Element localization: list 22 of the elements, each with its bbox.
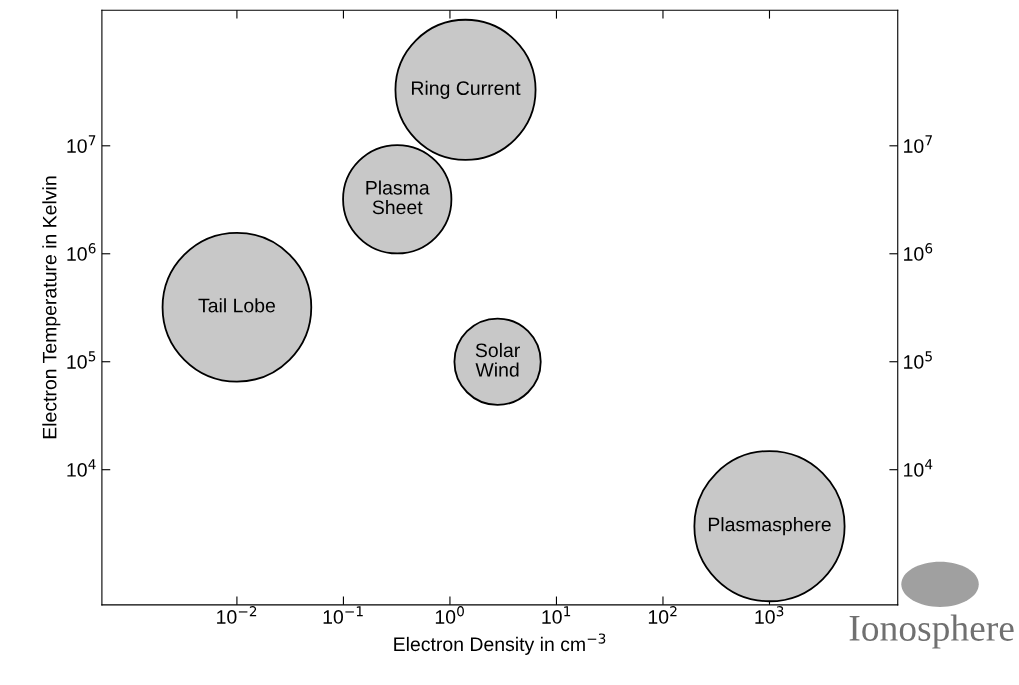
text: 10$^{7}$ bbox=[904, 135, 932, 153]
annotation: Ring Current bbox=[411, 80, 521, 99]
x-tick-label: 10$^{−2}$ bbox=[217, 606, 257, 624]
x-tick-label: 10$^{1}$ bbox=[542, 606, 571, 624]
x-tick-label: 10$^{−1}$ bbox=[323, 606, 363, 624]
annotation: Solar Wind bbox=[475, 342, 520, 377]
y-tick-label: 10$^{5}$ bbox=[67, 351, 96, 369]
annotation: Plasmasphere bbox=[708, 517, 831, 536]
text: 10$^{4}$ bbox=[904, 459, 933, 477]
x-axis-title: Electron Density in cm$^{−3}$ bbox=[394, 633, 606, 655]
annotation: Plasma Sheet bbox=[366, 180, 430, 215]
y-axis-title: Electron Temperature in Kelvin bbox=[42, 176, 61, 439]
y-tick-label: 10$^{4}$ bbox=[67, 459, 96, 477]
x-tick-label: 10$^{2}$ bbox=[648, 606, 677, 624]
y-tick-label: 10$^{7}$ bbox=[67, 135, 96, 153]
x-tick-label: 10$^{3}$ bbox=[755, 606, 784, 624]
x-tick-label: 10$^{0}$ bbox=[435, 606, 464, 624]
text: 10$^{5}$ bbox=[904, 351, 932, 369]
annotation: Tail Lobe bbox=[198, 298, 275, 313]
text: 10$^{6}$ bbox=[904, 243, 933, 261]
text: Ionosphere bbox=[849, 614, 1014, 649]
y-tick-label: 10$^{6}$ bbox=[67, 243, 96, 261]
